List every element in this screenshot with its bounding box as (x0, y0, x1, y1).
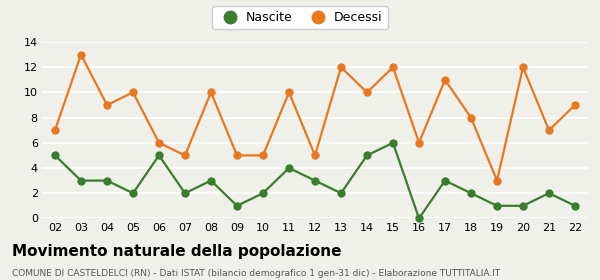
Decessi (208, 91, 215, 94)
Decessi (467, 116, 475, 119)
Decessi (364, 91, 371, 94)
Nascite (77, 179, 85, 182)
Decessi (52, 129, 59, 132)
Nascite (571, 204, 578, 207)
Nascite (389, 141, 397, 144)
Nascite (286, 166, 293, 170)
Decessi (389, 66, 397, 69)
Nascite (311, 179, 319, 182)
Nascite (208, 179, 215, 182)
Decessi (545, 129, 553, 132)
Decessi (259, 154, 266, 157)
Decessi (286, 91, 293, 94)
Nascite (103, 179, 110, 182)
Line: Decessi: Decessi (52, 51, 578, 184)
Nascite (233, 204, 241, 207)
Decessi (415, 141, 422, 144)
Nascite (520, 204, 527, 207)
Decessi (181, 154, 188, 157)
Nascite (415, 217, 422, 220)
Nascite (155, 154, 163, 157)
Nascite (467, 192, 475, 195)
Nascite (493, 204, 500, 207)
Legend: Nascite, Decessi: Nascite, Decessi (212, 6, 388, 29)
Nascite (259, 192, 266, 195)
Decessi (311, 154, 319, 157)
Decessi (130, 91, 137, 94)
Text: Movimento naturale della popolazione: Movimento naturale della popolazione (12, 244, 341, 259)
Nascite (52, 154, 59, 157)
Nascite (545, 192, 553, 195)
Nascite (364, 154, 371, 157)
Nascite (442, 179, 449, 182)
Nascite (130, 192, 137, 195)
Decessi (520, 66, 527, 69)
Decessi (233, 154, 241, 157)
Decessi (77, 53, 85, 56)
Text: COMUNE DI CASTELDELCI (RN) - Dati ISTAT (bilancio demografico 1 gen-31 dic) - El: COMUNE DI CASTELDELCI (RN) - Dati ISTAT … (12, 269, 500, 278)
Decessi (103, 103, 110, 107)
Nascite (181, 192, 188, 195)
Decessi (442, 78, 449, 81)
Decessi (571, 103, 578, 107)
Decessi (337, 66, 344, 69)
Line: Nascite: Nascite (52, 139, 578, 222)
Decessi (493, 179, 500, 182)
Nascite (337, 192, 344, 195)
Decessi (155, 141, 163, 144)
